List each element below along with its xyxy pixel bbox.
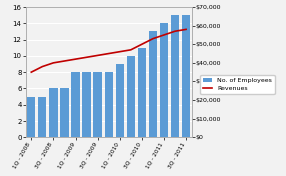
Revenues	[85, 56, 88, 58]
Bar	[171, 15, 179, 137]
Revenues	[52, 62, 55, 64]
Revenues	[96, 54, 99, 56]
Bar	[94, 72, 102, 137]
Bar	[127, 56, 135, 137]
Revenues	[29, 71, 33, 73]
Revenues	[118, 51, 122, 53]
Line: Revenues: Revenues	[31, 29, 186, 72]
Bar	[38, 97, 46, 137]
Bar	[104, 72, 113, 137]
Bar	[71, 72, 80, 137]
Bar	[149, 32, 157, 137]
Revenues	[74, 58, 77, 60]
Bar	[27, 97, 35, 137]
Bar	[182, 15, 190, 137]
Revenues	[129, 49, 132, 51]
Revenues	[41, 65, 44, 68]
Revenues	[184, 28, 188, 30]
Bar	[160, 23, 168, 137]
Bar	[116, 64, 124, 137]
Revenues	[162, 34, 166, 36]
Bar	[138, 48, 146, 137]
Bar	[49, 89, 57, 137]
Revenues	[107, 52, 110, 55]
Revenues	[140, 43, 144, 45]
Legend: No. of Employees, Revenues: No. of Employees, Revenues	[200, 75, 275, 94]
Revenues	[63, 60, 66, 62]
Bar	[60, 89, 69, 137]
Revenues	[173, 30, 177, 32]
Revenues	[151, 38, 155, 40]
Bar	[82, 72, 91, 137]
